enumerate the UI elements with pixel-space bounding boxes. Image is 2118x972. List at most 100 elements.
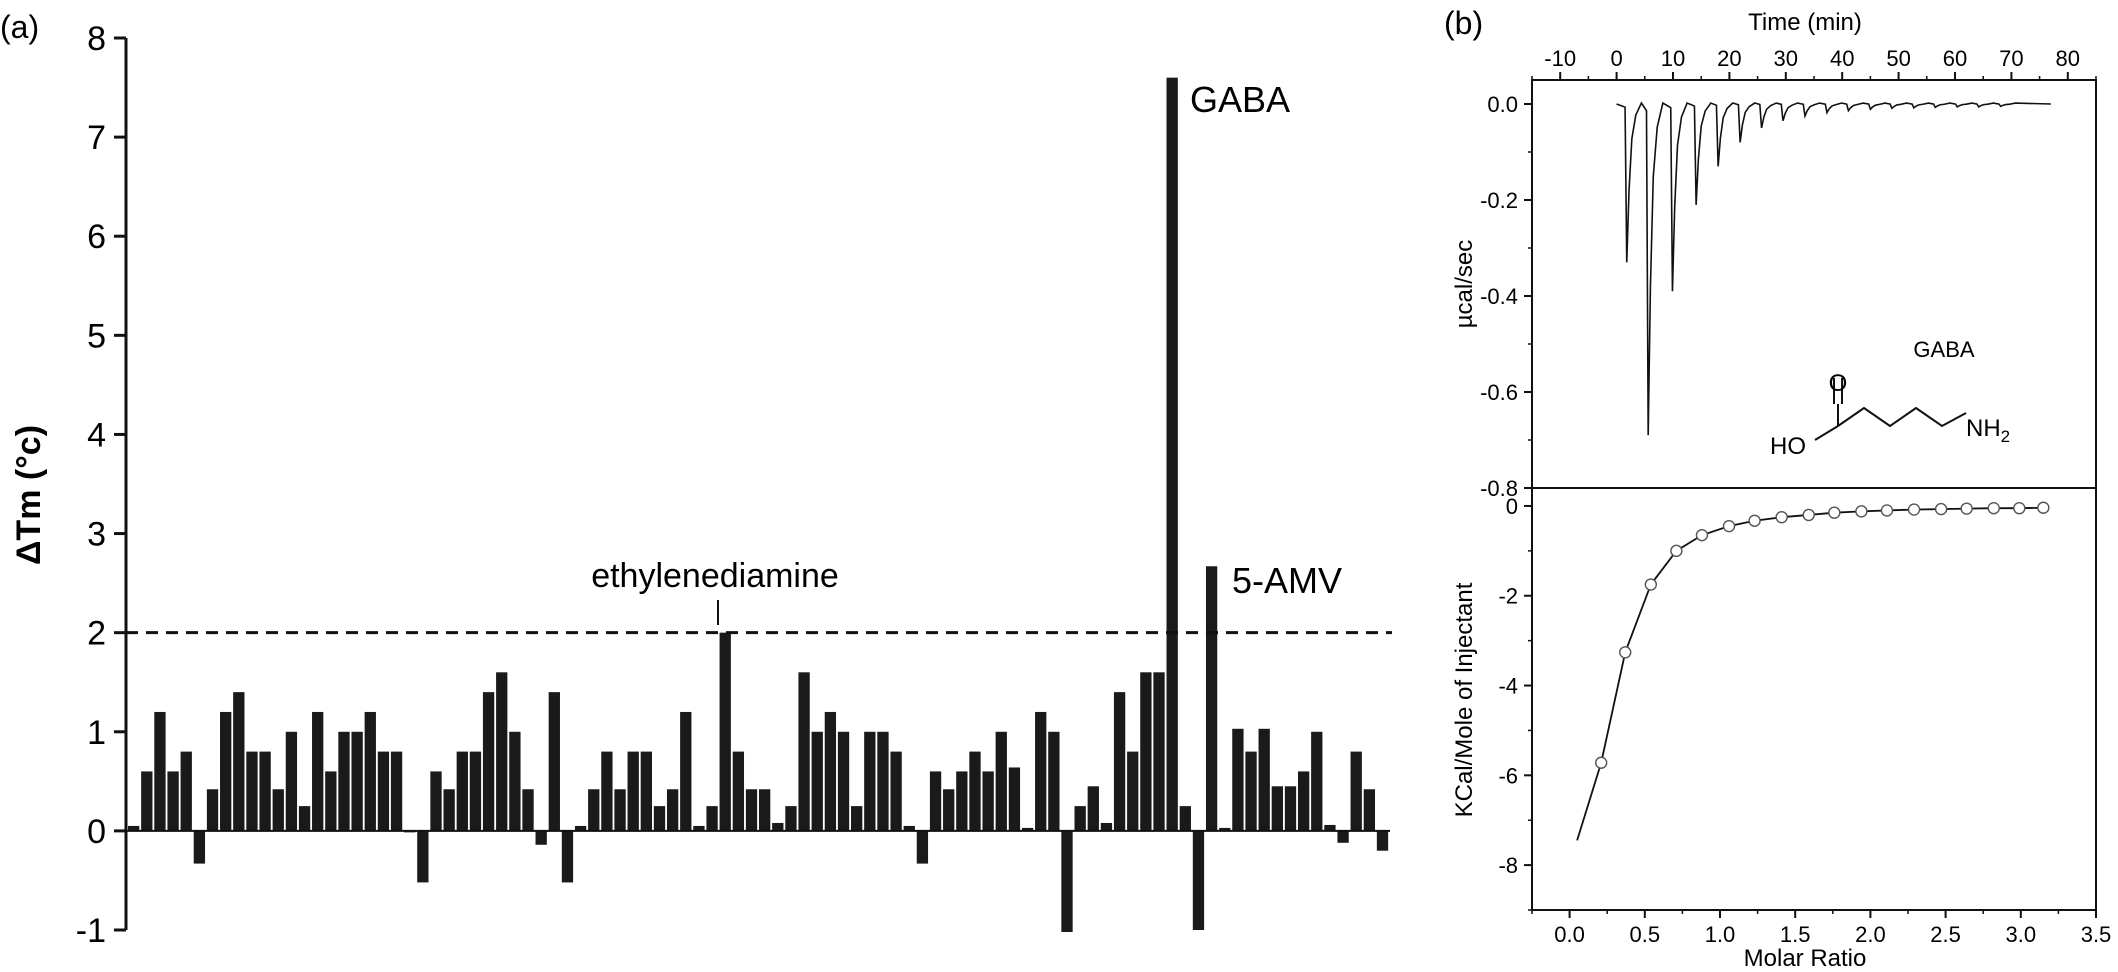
panel-b-molar-ratio-axis-label: Molar Ratio bbox=[1744, 945, 1867, 972]
enthalpy-tick-label: 0 bbox=[1506, 494, 1518, 519]
time-axis-tick-label: 50 bbox=[1886, 46, 1910, 71]
bar bbox=[496, 672, 508, 831]
bar bbox=[601, 751, 613, 831]
bar bbox=[141, 771, 153, 831]
bar bbox=[903, 825, 915, 831]
bar bbox=[1074, 806, 1086, 831]
panel-a-y-tick-label: 0 bbox=[87, 813, 106, 851]
time-axis-tick-label: 0 bbox=[1610, 46, 1622, 71]
bar bbox=[1258, 728, 1270, 831]
bar bbox=[969, 751, 981, 831]
panel-b-enthalpy-axis-label: KCal/Mole of Injectant bbox=[1451, 582, 1478, 817]
bar bbox=[1179, 806, 1191, 831]
panel-a-y-tick-label: 7 bbox=[87, 119, 106, 157]
bar bbox=[811, 731, 823, 831]
data-point bbox=[2013, 502, 2026, 515]
bar bbox=[246, 751, 258, 831]
bar bbox=[154, 711, 166, 831]
bar bbox=[1061, 830, 1073, 932]
bar bbox=[180, 751, 192, 831]
bar bbox=[272, 789, 284, 831]
molar-ratio-tick-label: 2.0 bbox=[1855, 922, 1886, 947]
bar bbox=[851, 806, 863, 831]
bar bbox=[1035, 711, 1047, 831]
data-point bbox=[1934, 502, 1948, 516]
bar bbox=[1166, 77, 1178, 831]
bar bbox=[469, 751, 482, 831]
bar bbox=[233, 692, 245, 831]
bar bbox=[312, 711, 324, 831]
bar bbox=[443, 789, 455, 831]
bar bbox=[561, 830, 574, 883]
data-point bbox=[1619, 646, 1632, 659]
bar bbox=[220, 711, 232, 831]
bar bbox=[1100, 822, 1113, 831]
panel-a-y-tick-label: -1 bbox=[76, 912, 106, 950]
enthalpy-tick-label: -4 bbox=[1498, 674, 1518, 699]
bar bbox=[706, 806, 718, 831]
panel-a-tag: (a) bbox=[0, 9, 39, 45]
bar bbox=[1219, 827, 1231, 831]
bar bbox=[1232, 728, 1244, 831]
bar bbox=[745, 789, 758, 831]
panel-b-top-ticks: -10 0 10 20 30 40 50 60 70 80 0.0 -0.2 -0.4 -0.6 -0.8 bbox=[1480, 46, 2097, 501]
data-point bbox=[1880, 504, 1894, 517]
panel-a-y-tick-label: 5 bbox=[87, 317, 106, 355]
bar bbox=[759, 789, 771, 831]
data-point bbox=[1987, 502, 2000, 515]
molar-ratio-tick-label: 3.5 bbox=[2081, 922, 2112, 947]
bar bbox=[653, 806, 666, 831]
bar bbox=[1127, 751, 1139, 831]
data-point bbox=[1907, 503, 1921, 516]
bar bbox=[1048, 731, 1060, 831]
bar bbox=[1087, 786, 1099, 831]
panel-b-bottom-frame bbox=[1531, 487, 2097, 911]
bar bbox=[522, 789, 534, 831]
molar-ratio-tick-label: 3.0 bbox=[2006, 922, 2037, 947]
panel-a-bars bbox=[128, 77, 1389, 932]
time-axis-tick-label: 40 bbox=[1830, 46, 1854, 71]
bar bbox=[377, 751, 390, 831]
time-axis-tick-label: 20 bbox=[1717, 46, 1741, 71]
power-axis-tick-label: -0.4 bbox=[1480, 284, 1518, 309]
bar bbox=[574, 825, 587, 831]
bar bbox=[1140, 672, 1152, 831]
bar bbox=[417, 830, 429, 883]
bar bbox=[325, 771, 337, 831]
bar bbox=[1284, 786, 1297, 831]
bar bbox=[351, 731, 363, 831]
structure-amine-label: NH2 bbox=[1966, 415, 2010, 446]
panel-b-itc: (b) -10 0 10 20 30 40 50 60 70 800.0-0.2-0.4-0.6-… bbox=[1444, 5, 2111, 972]
bar bbox=[837, 731, 850, 831]
panel-a-y-tick-label: 4 bbox=[87, 416, 106, 454]
bar bbox=[614, 789, 626, 831]
bar bbox=[916, 830, 929, 864]
bar bbox=[1324, 824, 1336, 831]
data-point bbox=[1855, 505, 1868, 518]
bar bbox=[1113, 692, 1126, 831]
panel-a-y-tick-label: 2 bbox=[87, 615, 106, 653]
power-axis-tick-label: -0.2 bbox=[1480, 188, 1518, 213]
bar bbox=[693, 825, 705, 831]
bar bbox=[1271, 786, 1283, 831]
panel-b-bottom-ticks: 0.0 0.5 1.0 1.5 2.0 2.5 3.0 3.5 0 -2 -4 -6 -8 bbox=[1498, 494, 2111, 947]
molar-ratio-tick-label: 1.0 bbox=[1705, 922, 1736, 947]
annotation-ethylenediamine: ethylenediamine bbox=[591, 557, 839, 595]
data-point bbox=[1748, 514, 1761, 527]
bar bbox=[890, 751, 902, 831]
bar bbox=[995, 731, 1007, 831]
enthalpy-tick-label: -6 bbox=[1498, 763, 1518, 788]
bar bbox=[167, 771, 179, 831]
bar bbox=[1008, 767, 1021, 831]
annotation-gaba: GABA bbox=[1190, 79, 1290, 120]
data-point bbox=[1670, 544, 1683, 558]
panel-b-power-axis-label: µcal/sec bbox=[1451, 240, 1478, 329]
molar-ratio-tick-label: 1.5 bbox=[1780, 922, 1811, 947]
panel-b-thermogram-trace bbox=[1616, 101, 2051, 436]
bar bbox=[943, 789, 955, 831]
bar bbox=[627, 751, 639, 831]
bar bbox=[772, 822, 784, 831]
bar bbox=[482, 692, 495, 831]
time-axis-tick-label: 10 bbox=[1661, 46, 1685, 71]
bar bbox=[1153, 672, 1165, 831]
